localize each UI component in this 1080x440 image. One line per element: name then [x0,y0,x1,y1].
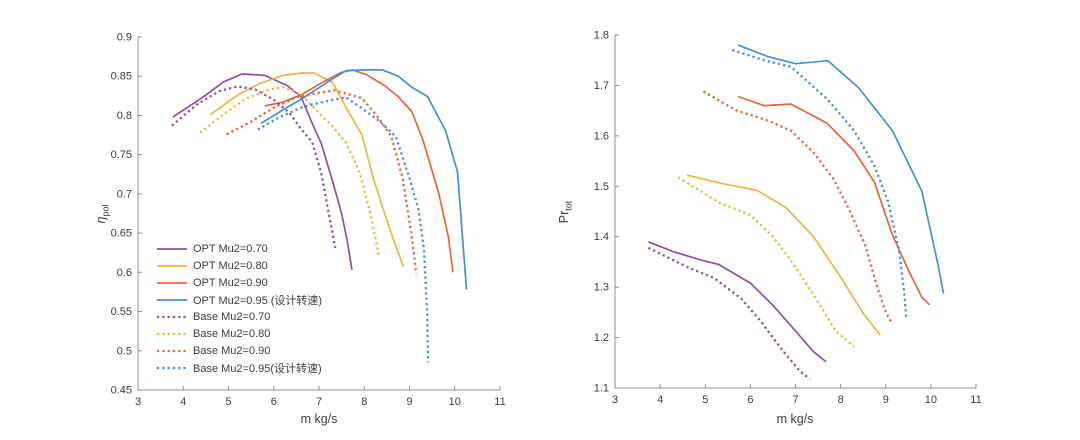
legend-line-sample-icon [157,281,187,284]
legend-label: Base Mu2=0.70 [193,310,271,323]
series-line-Base Mu2=0.95(设计转速) [731,49,908,318]
series-line-Base Mu2=0.90 [702,90,893,323]
chart-0: 3 4 5 6 7 8 9 10 11 0.45 0.5 0.55 0.6 0.65 0.7 0.75 0.8 0… [111,32,506,409]
legend-line-sample-icon [157,247,187,250]
legend-item-3: OPT Mu2=0.95 (设计转速) [156,291,322,308]
legend-item-2: OPT Mu2=0.90 [156,274,322,291]
x-tick-label: 9 [406,396,412,408]
series-line-OPT Mu2=0.70 [648,241,827,363]
legend-item-6: Base Mu2=0.90 [156,342,322,359]
legend-label: Base Mu2=0.90 [193,344,271,357]
legend-item-7: Base Mu2=0.95(设计转速) [156,359,322,376]
series-line-Base Mu2=0.80 [199,86,380,256]
y-tick-label: 0.65 [111,228,132,240]
series-line-OPT Mu2=0.80 [209,72,405,268]
y-tick-label: 0.8 [117,110,132,122]
axes-frame [614,35,976,389]
legend-line-sample-icon [157,332,187,335]
legend-item-0: OPT Mu2=0.70 [156,240,322,257]
series-line-OPT Mu2=0.90 [264,69,454,273]
legend-line-sample-icon [157,349,187,352]
y-tick-label: 1.4 [594,231,609,243]
series-line-OPT Mu2=0.70 [172,73,353,271]
series-line-OPT Mu2=0.90 [737,95,931,306]
legend-item-1: OPT Mu2=0.80 [156,257,322,274]
x-tick-label: 6 [747,394,753,406]
legend-line-sample-icon [157,264,187,267]
legend-label: OPT Mu2=0.70 [193,242,268,255]
left-y-axis-label-sub: pol [100,204,111,217]
y-tick-label: 0.5 [117,345,132,357]
x-tick-label: 6 [271,396,277,408]
right-y-axis-label: Prtot [557,201,574,224]
legend-label: Base Mu2=0.80 [193,327,271,340]
y-tick-label: 1.7 [594,80,609,92]
x-tick-label: 4 [180,396,186,408]
series-line-Base Mu2=0.90 [226,89,418,275]
y-tick-label: 0.6 [117,267,132,279]
y-tick-label: 0.7 [117,188,132,200]
legend-label: OPT Mu2=0.95 (设计转速) [193,294,323,307]
y-tick-label: 1.2 [594,332,609,344]
legend-line-sample-icon [157,366,187,369]
x-tick-label: 9 [883,394,889,406]
legend-item-4: Base Mu2=0.70 [156,308,322,325]
x-tick-label: 8 [361,396,367,408]
y-tick-label: 0.45 [111,385,132,397]
x-tick-label: 11 [494,396,505,408]
left-y-axis-label-main: η [93,216,108,224]
y-tick-label: 1.5 [594,181,609,193]
legend: OPT Mu2=0.70 OPT Mu2=0.80 OPT Mu2=0.90 OPT … [156,240,322,376]
y-tick-label: 1.3 [594,282,609,294]
x-tick-label: 5 [702,394,708,406]
x-tick-label: 8 [838,394,844,406]
x-tick-label: 5 [225,396,231,408]
right-x-axis-label: m kg/s [776,412,814,426]
left-x-axis-label: m kg/s [300,412,338,426]
legend-label: OPT Mu2=0.80 [193,259,268,272]
y-tick-label: 0.85 [111,71,132,83]
y-tick-label: 1.8 [594,30,609,42]
x-tick-label: 3 [612,394,618,406]
chart-1: 3 4 5 6 7 8 9 10 11 1.1 1.2 1.3 1.4 1.5 1.6 1.7 1.8 [594,30,982,407]
x-tick-label: 4 [657,394,663,406]
legend-line-sample-icon [157,315,187,318]
right-y-axis-label-sub: tot [563,200,574,211]
x-tick-label: 10 [925,394,937,406]
y-tick-label: 0.9 [117,32,132,44]
series-line-Base Mu2=0.70 [647,246,811,380]
legend-label: Base Mu2=0.95(设计转速) [193,362,322,375]
legend-line-sample-icon [157,298,187,301]
y-tick-label: 1.6 [594,130,609,142]
y-tick-label: 0.55 [111,306,132,318]
y-tick-label: 1.1 [594,383,609,395]
x-tick-label: 11 [970,394,981,406]
y-tick-label: 0.75 [111,149,132,161]
series-line-Base Mu2=0.70 [171,85,337,249]
series-line-OPT Mu2=0.95 (设计转速) [737,44,945,294]
x-tick-label: 10 [449,396,461,408]
x-tick-label: 3 [135,396,141,408]
right-y-axis-label-main: Pr [556,210,571,224]
legend-label: OPT Mu2=0.90 [193,276,268,289]
series-line-Base Mu2=0.80 [677,176,855,348]
x-tick-label: 7 [316,396,322,408]
x-tick-label: 7 [792,394,798,406]
left-y-axis-label: ηpol [94,205,111,224]
series-line-OPT Mu2=0.80 [687,174,881,336]
legend-item-5: Base Mu2=0.80 [156,325,322,342]
